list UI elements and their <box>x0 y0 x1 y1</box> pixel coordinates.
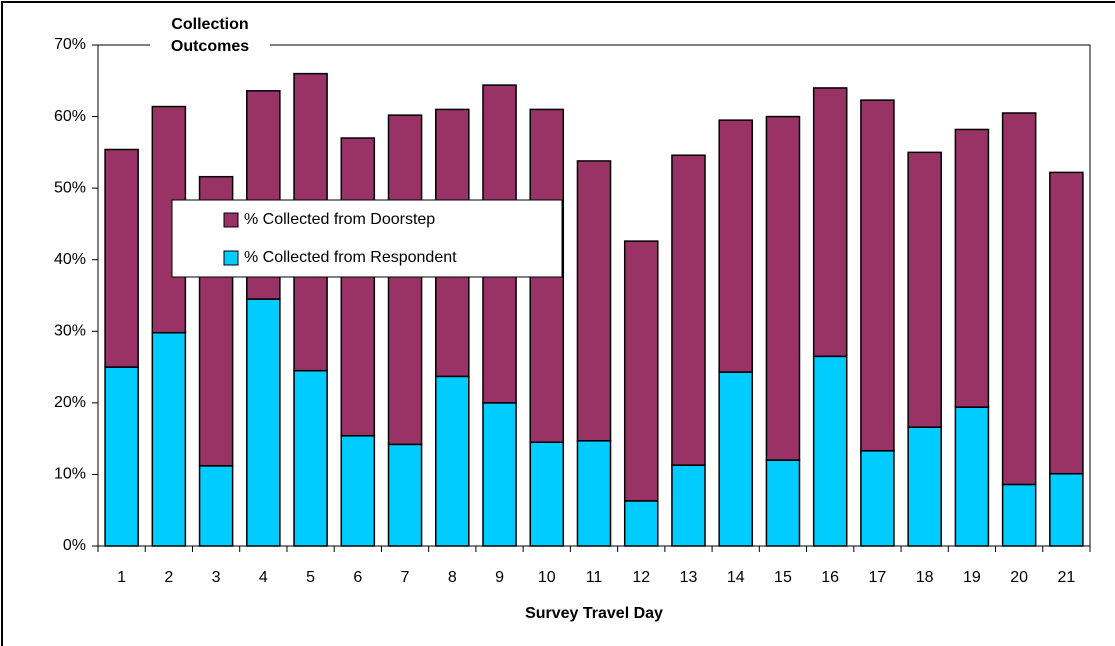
bar-segment <box>576 440 612 547</box>
x-tick-label: 16 <box>821 569 839 586</box>
bar-segment <box>387 114 423 446</box>
bar-segment <box>293 369 328 547</box>
bar-segment <box>387 443 423 547</box>
x-tick-label: 18 <box>916 569 934 586</box>
y-tick-label: 10% <box>54 466 86 483</box>
x-tick-label: 2 <box>164 569 173 586</box>
bar-segment <box>671 154 706 466</box>
x-tick-label: 19 <box>963 569 981 586</box>
y-tick-label: 60% <box>54 108 86 125</box>
x-tick-label: 4 <box>259 569 268 586</box>
y-tick-label: 30% <box>54 323 86 340</box>
legend-label: % Collected from Respondent <box>244 249 457 266</box>
x-tick-label: 15 <box>774 569 792 586</box>
bar-segment <box>812 87 848 358</box>
bar-segment <box>435 375 470 547</box>
y-tick-label: 70% <box>54 36 86 53</box>
bar-segment <box>765 459 801 547</box>
bar-segment <box>104 366 139 547</box>
bar-segment <box>1001 112 1037 486</box>
bar-segment <box>954 128 990 408</box>
bar-segment <box>812 355 848 547</box>
bar-segment <box>1049 472 1084 547</box>
bar-segment <box>1049 171 1084 475</box>
bar-segment <box>151 331 187 547</box>
x-tick-label: 7 <box>401 569 410 586</box>
bar-segment <box>529 441 565 547</box>
x-tick-label: 5 <box>306 569 315 586</box>
x-tick-label: 8 <box>448 569 457 586</box>
bar-segment <box>765 115 801 461</box>
y-tick-label: 20% <box>54 394 86 411</box>
bar-segment <box>907 151 942 428</box>
bar-segment <box>104 148 139 368</box>
x-tick-label: 21 <box>1057 569 1075 586</box>
x-tick-label: 11 <box>586 569 603 586</box>
plot-frame <box>97 44 1091 547</box>
x-tick-label: 1 <box>117 569 126 586</box>
bar-segment <box>576 160 612 442</box>
legend-label: % Collected from Doorstep <box>244 211 435 228</box>
bar-segment <box>860 450 895 547</box>
x-axis-title: Survey Travel Day <box>525 605 663 622</box>
bar-segment <box>482 402 517 547</box>
y-tick-label: 50% <box>54 179 86 196</box>
legend-swatch <box>223 212 239 228</box>
x-tick-label: 10 <box>538 569 556 586</box>
y-tick-label: 0% <box>63 537 86 554</box>
x-tick-label: 14 <box>727 569 745 586</box>
x-tick-label: 20 <box>1010 569 1028 586</box>
x-tick-label: 13 <box>680 569 698 586</box>
bar-segment <box>623 500 659 547</box>
bar-segment <box>671 464 706 547</box>
x-tick-label: 6 <box>353 569 362 586</box>
bar-segment <box>623 240 659 502</box>
bar-segment <box>907 426 942 547</box>
bar-segment <box>340 137 376 437</box>
bar-segment <box>198 465 234 547</box>
x-tick-label: 12 <box>632 569 650 586</box>
bar-segment <box>718 371 753 547</box>
chart-title: Collection Outcomes <box>150 14 270 58</box>
bar-segment <box>340 435 376 547</box>
x-tick-label: 3 <box>212 569 221 586</box>
bar-segment <box>954 406 990 547</box>
bar-segment <box>1001 483 1037 547</box>
bar-segment <box>860 99 895 452</box>
bar-segment <box>246 298 281 547</box>
x-tick-label: 9 <box>495 569 504 586</box>
legend-swatch <box>223 250 239 266</box>
x-tick-label: 17 <box>869 569 887 586</box>
y-tick-label: 40% <box>54 251 86 268</box>
bar-segment <box>718 119 753 373</box>
